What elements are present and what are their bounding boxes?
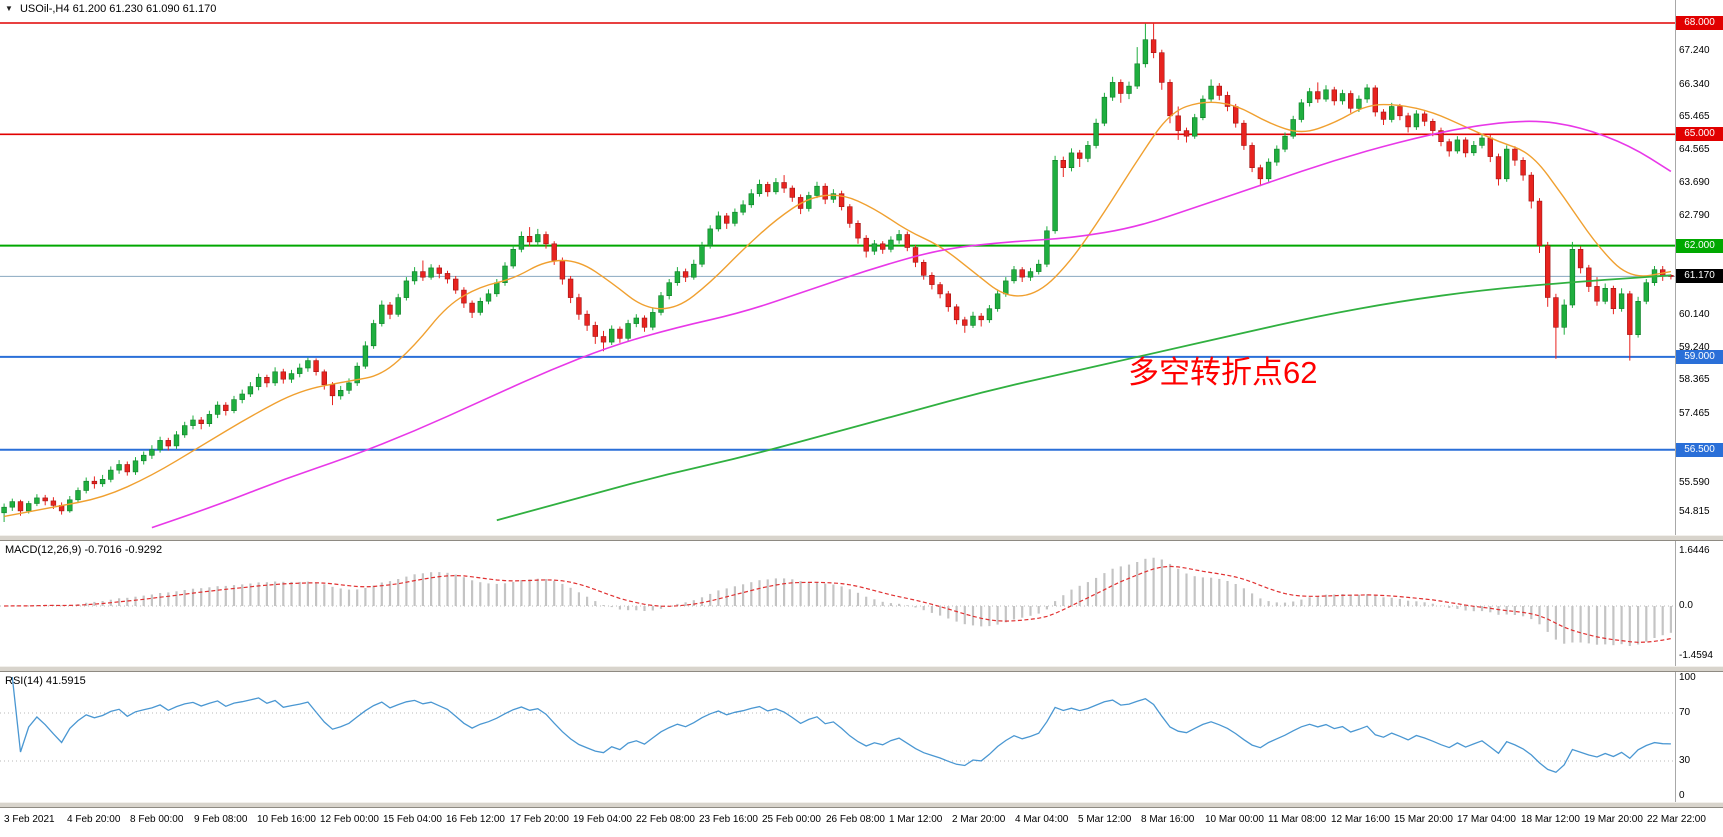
price-label: 67.240 <box>1679 45 1710 56</box>
time-label: 8 Feb 00:00 <box>130 814 184 825</box>
time-label: 5 Mar 12:00 <box>1078 814 1132 825</box>
price-label: 55.590 <box>1679 477 1710 488</box>
panel-separator[interactable] <box>0 666 1723 672</box>
collapse-triangle-icon[interactable]: ▼ <box>5 4 13 13</box>
time-label: 16 Feb 12:00 <box>446 814 505 825</box>
macd-axis-label: 1.6446 <box>1679 545 1710 556</box>
panel-separator[interactable] <box>0 802 1723 808</box>
ma-slow-green <box>496 274 1671 522</box>
ohlc-values-label: 61.200 61.230 61.090 61.170 <box>72 3 217 15</box>
time-label: 4 Feb 20:00 <box>67 814 121 825</box>
candles-layer <box>1 23 1674 522</box>
main-chart-panel[interactable]: 67.240 66.340 65.465 64.565 63.690 62.790 60.1… <box>0 0 1723 535</box>
chart-title: ▼ USOil-,H4 61.200 61.230 61.090 61.170 <box>5 3 216 15</box>
rsi-axis-label: 100 <box>1679 672 1696 683</box>
macd-canvas[interactable] <box>0 541 1675 666</box>
price-label: 62.790 <box>1679 210 1710 221</box>
price-line-badge: 65.000 <box>1676 127 1723 141</box>
time-label: 18 Mar 12:00 <box>1521 814 1580 825</box>
rsi-level-lines <box>0 712 1675 762</box>
price-label: 60.140 <box>1679 309 1710 320</box>
time-label: 12 Mar 16:00 <box>1331 814 1390 825</box>
time-label: 22 Feb 08:00 <box>636 814 695 825</box>
rsi-axis-label: 30 <box>1679 755 1691 766</box>
time-label: 9 Feb 08:00 <box>194 814 248 825</box>
time-label: 25 Feb 00:00 <box>762 814 821 825</box>
time-label: 3 Feb 2021 <box>4 814 55 825</box>
macd-axis-label: -1.4594 <box>1679 650 1713 661</box>
panel-separator[interactable] <box>0 535 1723 541</box>
rsi-line <box>11 676 1671 774</box>
time-label: 22 Mar 22:00 <box>1647 814 1706 825</box>
price-chart-canvas[interactable] <box>0 0 1675 535</box>
time-label: 15 Feb 04:00 <box>383 814 442 825</box>
macd-signal-line <box>4 565 1672 643</box>
macd-panel[interactable]: 1.6446 0.0 -1.4594 MACD(12,26,9) -0.7016 -… <box>0 541 1723 666</box>
hlines-layer <box>0 22 1675 451</box>
time-label: 11 Mar 08:00 <box>1268 814 1327 825</box>
time-label: 10 Feb 16:00 <box>257 814 316 825</box>
price-line-badge: 59.000 <box>1676 350 1723 364</box>
time-label: 17 Feb 20:00 <box>510 814 569 825</box>
rsi-axis[interactable]: 100 70 30 0 <box>1675 672 1723 802</box>
price-axis[interactable]: 67.240 66.340 65.465 64.565 63.690 62.790 60.1… <box>1675 0 1723 535</box>
price-label: 66.340 <box>1679 79 1710 90</box>
price-label: 65.465 <box>1679 111 1710 122</box>
price-label: 58.365 <box>1679 374 1710 385</box>
symbol-timeframe-label: USOil-,H4 <box>19 3 70 15</box>
price-line-badge: 62.000 <box>1676 239 1723 253</box>
macd-name: MACD(12,26,9) <box>5 544 82 556</box>
time-label: 26 Feb 08:00 <box>826 814 885 825</box>
macd-axis[interactable]: 1.6446 0.0 -1.4594 <box>1675 541 1723 666</box>
macd-current-values: -0.7016 -0.9292 <box>84 544 163 556</box>
rsi-axis-label: 0 <box>1679 790 1685 801</box>
price-line-badge: 56.500 <box>1676 443 1723 457</box>
time-label: 15 Mar 20:00 <box>1394 814 1453 825</box>
ma-mid-magenta <box>151 120 1672 529</box>
moving-averages-layer <box>3 101 1672 529</box>
rsi-canvas[interactable] <box>0 672 1675 802</box>
rsi-name: RSI(14) <box>5 675 43 687</box>
price-label: 63.690 <box>1679 177 1710 188</box>
rsi-panel[interactable]: 100 70 30 0 RSI(14) 41.5915 <box>0 672 1723 802</box>
time-label: 1 Mar 12:00 <box>889 814 943 825</box>
time-label: 19 Feb 04:00 <box>573 814 632 825</box>
chart-annotation-text: 多空转折点62 <box>1128 355 1318 390</box>
macd-axis-label: 0.0 <box>1679 600 1693 611</box>
price-label: 64.565 <box>1679 144 1710 155</box>
ma-fast-orange <box>3 101 1672 518</box>
time-label: 10 Mar 00:00 <box>1205 814 1264 825</box>
time-axis[interactable]: 3 Feb 2021 4 Feb 20:00 8 Feb 00:00 9 Feb 08… <box>0 808 1723 837</box>
price-label: 54.815 <box>1679 506 1710 517</box>
rsi-axis-label: 70 <box>1679 707 1691 718</box>
price-label: 57.465 <box>1679 408 1710 419</box>
price-label: 59.240 <box>1679 342 1710 353</box>
time-label: 12 Feb 00:00 <box>320 814 379 825</box>
time-label: 4 Mar 04:00 <box>1015 814 1069 825</box>
current-price-badge: 61.170 <box>1676 269 1723 283</box>
time-label: 2 Mar 20:00 <box>952 814 1006 825</box>
time-label: 8 Mar 16:00 <box>1141 814 1195 825</box>
macd-histogram <box>11 557 1673 646</box>
rsi-current-value: 41.5915 <box>45 675 86 687</box>
time-label: 17 Mar 04:00 <box>1457 814 1516 825</box>
time-label: 23 Feb 16:00 <box>699 814 758 825</box>
rsi-indicator-label: RSI(14) 41.5915 <box>5 675 86 687</box>
price-line-badge: 68.000 <box>1676 16 1723 30</box>
time-label: 19 Mar 20:00 <box>1584 814 1643 825</box>
macd-indicator-label: MACD(12,26,9) -0.7016 -0.9292 <box>5 544 162 556</box>
